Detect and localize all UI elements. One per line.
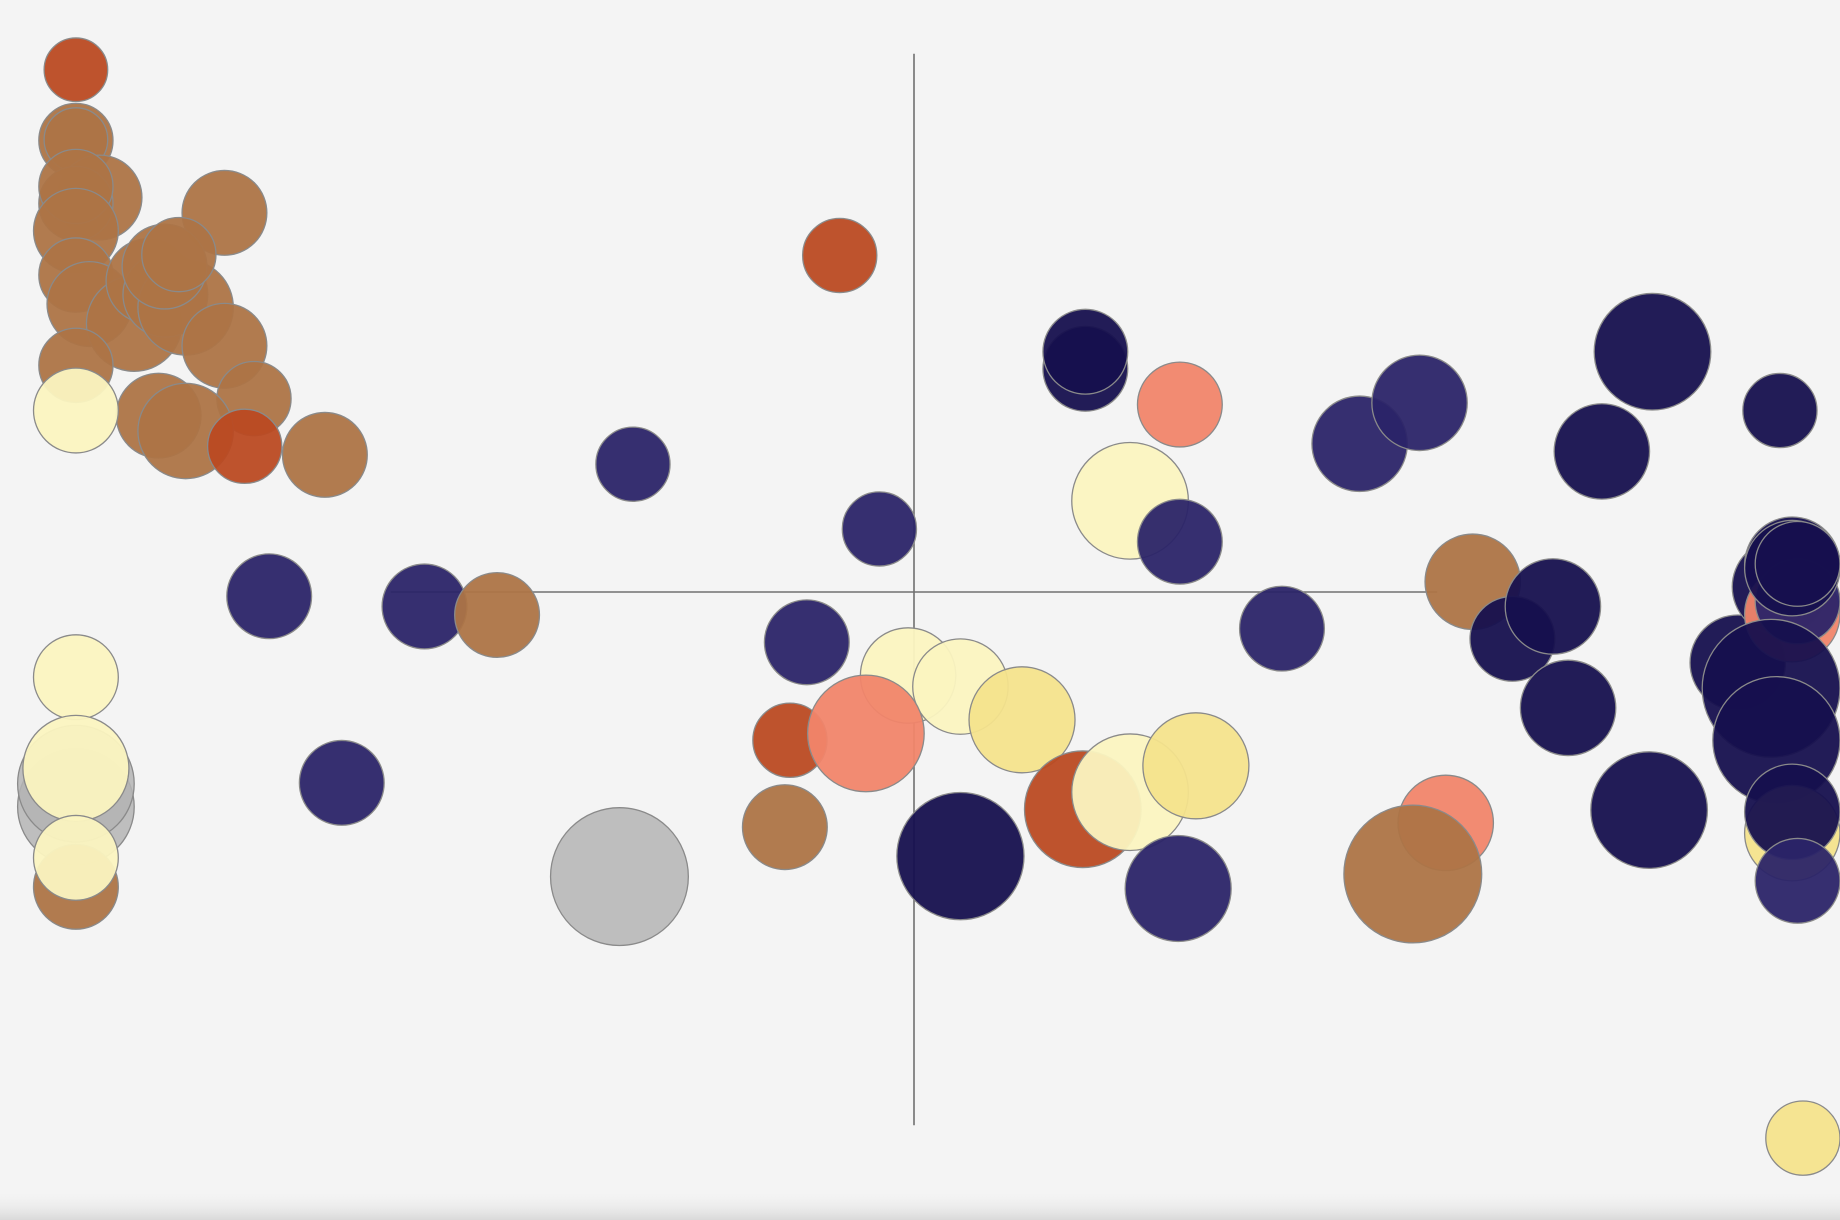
data-point[interactable] bbox=[298, 739, 385, 826]
data-point[interactable] bbox=[381, 563, 468, 650]
data-point[interactable] bbox=[226, 553, 313, 640]
data-point[interactable] bbox=[32, 814, 119, 901]
data-point[interactable] bbox=[549, 807, 689, 947]
data-point[interactable] bbox=[1593, 292, 1712, 411]
data-point[interactable] bbox=[206, 408, 283, 485]
data-point[interactable] bbox=[1590, 751, 1709, 870]
data-point[interactable] bbox=[1136, 498, 1223, 585]
data-point[interactable] bbox=[801, 217, 878, 294]
data-point[interactable] bbox=[1765, 1100, 1840, 1176]
data-point[interactable] bbox=[1371, 354, 1468, 452]
data-point[interactable] bbox=[1124, 834, 1232, 943]
data-point[interactable] bbox=[454, 571, 541, 659]
data-point[interactable] bbox=[595, 426, 671, 502]
data-point[interactable] bbox=[1238, 585, 1326, 672]
data-point[interactable] bbox=[22, 714, 130, 823]
data-point[interactable] bbox=[841, 491, 918, 567]
data-point[interactable] bbox=[1519, 659, 1617, 757]
data-point[interactable] bbox=[1042, 308, 1129, 395]
data-point[interactable] bbox=[806, 674, 925, 793]
data-point[interactable] bbox=[1553, 403, 1651, 500]
data-point[interactable] bbox=[141, 216, 217, 293]
data-point[interactable] bbox=[1504, 558, 1602, 655]
data-point[interactable] bbox=[1343, 804, 1483, 944]
data-point[interactable] bbox=[1142, 712, 1250, 820]
data-point[interactable] bbox=[1136, 361, 1223, 448]
data-point[interactable] bbox=[43, 37, 109, 103]
data-point[interactable] bbox=[1742, 372, 1818, 449]
points-layer bbox=[16, 37, 1840, 1176]
data-point[interactable] bbox=[763, 599, 850, 686]
bottom-edge-shadow bbox=[0, 1190, 1840, 1220]
data-point[interactable] bbox=[281, 411, 368, 498]
data-point[interactable] bbox=[32, 367, 119, 454]
data-point[interactable] bbox=[896, 791, 1025, 921]
data-point[interactable] bbox=[741, 784, 828, 871]
data-point[interactable] bbox=[1754, 837, 1840, 924]
data-point[interactable] bbox=[32, 634, 119, 721]
data-point[interactable] bbox=[1754, 520, 1840, 607]
data-point[interactable] bbox=[968, 666, 1076, 774]
